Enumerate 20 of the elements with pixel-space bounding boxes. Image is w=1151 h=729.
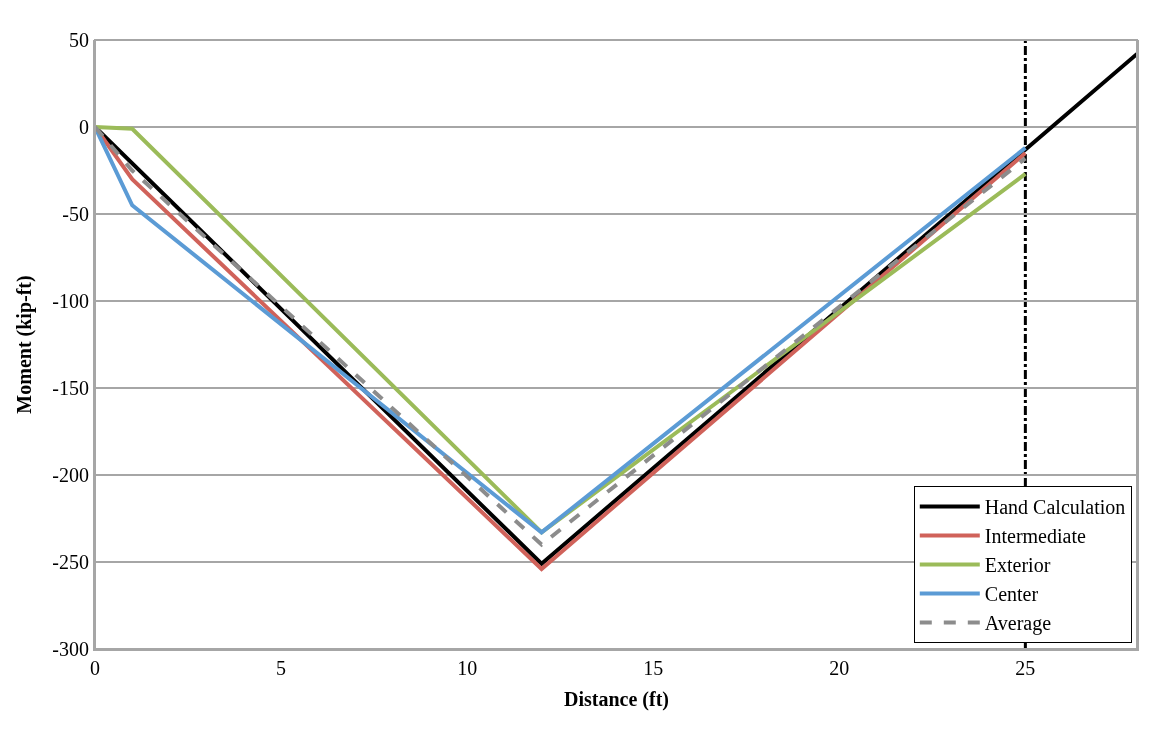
legend-label: Hand Calculation xyxy=(984,496,1126,519)
y-tick-label: -100 xyxy=(52,290,89,312)
x-tick-label: 15 xyxy=(643,657,664,679)
y-tick-label: 0 xyxy=(79,116,89,138)
y-tick-label: 50 xyxy=(69,29,89,51)
y-tick-label: -300 xyxy=(52,638,89,660)
legend-label: Average xyxy=(984,612,1052,636)
x-tick-label: 10 xyxy=(457,657,478,679)
y-tick-label: -50 xyxy=(62,203,89,225)
legend-label: Exterior xyxy=(984,554,1051,577)
x-axis-title: Distance (ft) xyxy=(564,688,669,711)
y-axis-title: Moment (kip-ft) xyxy=(13,275,37,414)
x-tick-label: 25 xyxy=(1015,657,1036,679)
y-tick-label: -250 xyxy=(52,551,89,573)
legend-label: Center xyxy=(984,583,1039,606)
y-tick-label: -150 xyxy=(52,377,89,399)
x-tick-label: 5 xyxy=(276,657,287,679)
legend-label: Intermediate xyxy=(984,525,1086,548)
x-tick-label: 20 xyxy=(829,657,850,679)
y-tick-label: -200 xyxy=(52,464,89,486)
